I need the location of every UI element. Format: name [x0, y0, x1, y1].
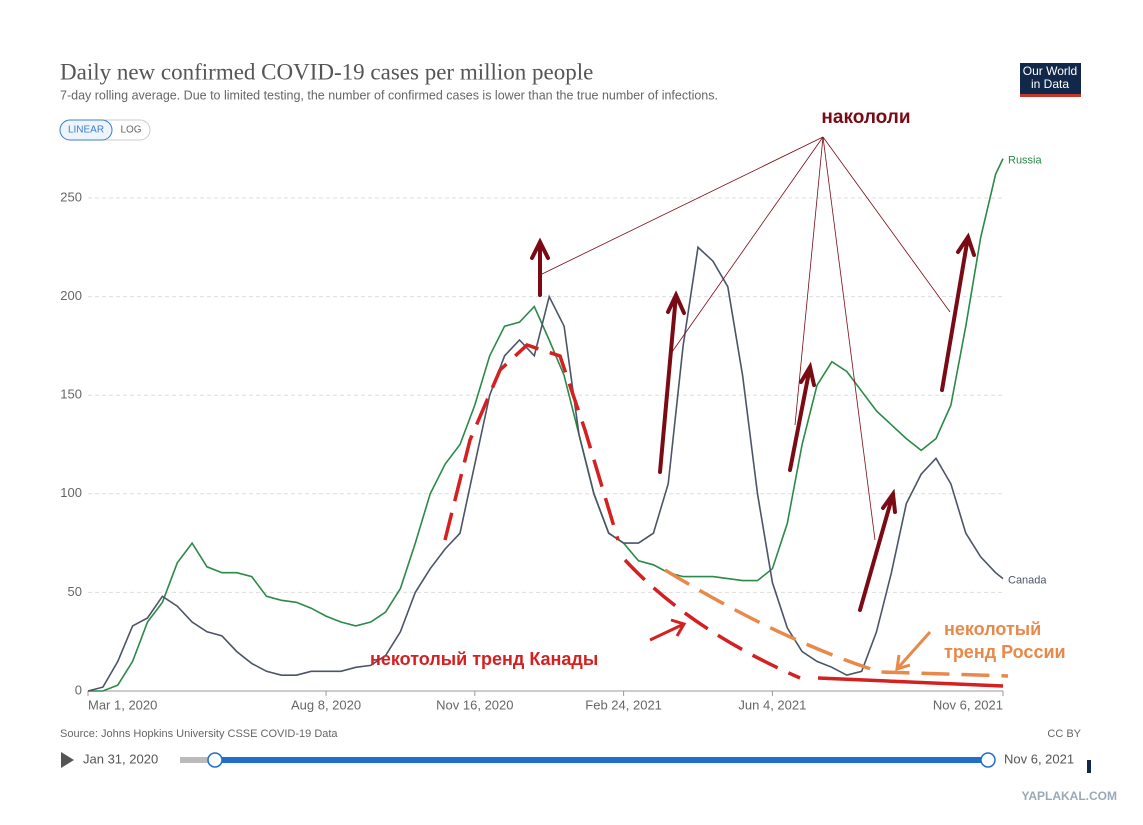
series-line: [87, 245, 1004, 692]
timeline-handle[interactable]: [207, 752, 223, 768]
timeline-start: Jan 31, 2020: [83, 751, 158, 766]
marker: [1087, 760, 1091, 773]
chart-subtitle: 7-day rolling average. Due to limited te…: [60, 88, 718, 102]
logo-stripe: [1020, 94, 1081, 97]
logo-box: [1020, 63, 1081, 97]
canada-trend: [817, 676, 1004, 688]
x-tick-label: Nov 16, 2020: [436, 697, 513, 712]
x-tick-label: Mar 1, 2020: [88, 697, 157, 712]
arrow: [895, 631, 932, 672]
annotation: накололи: [821, 107, 910, 128]
arrow: [649, 618, 687, 642]
x-tick-label: Aug 8, 2020: [291, 697, 361, 712]
logo-text: Our World: [1023, 64, 1077, 78]
arrows: [530, 232, 976, 612]
license: CC BY: [1047, 728, 1081, 740]
y-tick-label: 50: [68, 584, 82, 599]
source: Source: Johns Hopkins University CSSE CO…: [60, 728, 338, 740]
play-button[interactable]: [61, 752, 74, 768]
y-tick-label: 200: [60, 288, 82, 303]
series-label: Canada: [1008, 575, 1047, 587]
log-label[interactable]: LOG: [120, 125, 141, 136]
timeline-handle[interactable]: [980, 752, 996, 768]
annotation: некотолый тренд Канады: [370, 649, 598, 669]
x-tick-label: Nov 6, 2021: [933, 697, 1003, 712]
linear-button[interactable]: [59, 119, 113, 141]
timeline-end: Nov 6, 2021: [1004, 751, 1074, 766]
russia-trend: [664, 568, 1009, 678]
y-tick-label: 0: [75, 682, 82, 697]
annotation: тренд России: [944, 642, 1066, 662]
timeline-range: [215, 757, 988, 763]
x-tick-label: Jun 4, 2021: [738, 697, 806, 712]
watermark: YAPLAKAL.COM: [1021, 789, 1117, 803]
canada-wave-trace: [443, 343, 801, 680]
annotation: неколотый: [944, 619, 1041, 639]
series-line: [88, 158, 1004, 692]
logo-text: in Data: [1031, 77, 1069, 91]
y-tick-label: 150: [60, 387, 82, 402]
y-tick-label: 100: [60, 485, 82, 500]
pointer-lines: [539, 136, 951, 541]
linear-label[interactable]: LINEAR: [68, 125, 104, 136]
y-tick-label: 250: [60, 189, 82, 204]
series-label: Russia: [1008, 154, 1043, 166]
x-tick-label: Feb 24, 2021: [585, 697, 662, 712]
plot: 0 50 100 150 200 250 Mar 1, 2020 Aug 8, 2020 Nov…: [60, 154, 1047, 712]
chart-title: Daily new confirmed COVID-19 cases per m…: [60, 59, 593, 84]
